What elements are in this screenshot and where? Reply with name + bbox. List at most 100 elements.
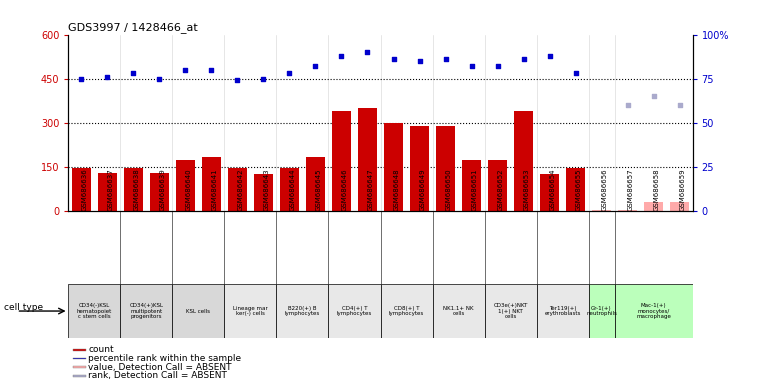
Bar — [173, 284, 224, 338]
Bar — [537, 284, 588, 338]
Bar — [68, 284, 120, 338]
Text: GDS3997 / 1428466_at: GDS3997 / 1428466_at — [68, 22, 198, 33]
Bar — [514, 111, 533, 211]
Bar — [588, 284, 614, 338]
Bar — [276, 284, 329, 338]
Bar — [202, 157, 221, 211]
Text: GSM686636: GSM686636 — [81, 169, 88, 211]
Bar — [73, 366, 86, 368]
Text: GSM686657: GSM686657 — [628, 169, 633, 211]
Text: CD3e(+)NKT
1(+) NKT
cells: CD3e(+)NKT 1(+) NKT cells — [493, 303, 527, 319]
Point — [257, 76, 269, 82]
Bar — [151, 173, 169, 211]
Bar — [384, 123, 403, 211]
Text: GSM686643: GSM686643 — [263, 169, 269, 211]
Bar — [73, 349, 86, 351]
Point — [387, 56, 400, 62]
Text: GSM686650: GSM686650 — [445, 169, 451, 211]
Text: GSM686655: GSM686655 — [575, 169, 581, 211]
Point — [413, 58, 425, 64]
Text: cell type: cell type — [4, 303, 43, 312]
Bar — [72, 168, 91, 211]
Text: GSM686653: GSM686653 — [524, 169, 530, 211]
Bar — [329, 284, 380, 338]
Point — [569, 70, 581, 76]
Point — [154, 76, 166, 82]
Bar — [436, 126, 454, 211]
Text: GSM686637: GSM686637 — [107, 169, 113, 211]
Text: percentile rank within the sample: percentile rank within the sample — [88, 354, 241, 363]
Text: GSM686652: GSM686652 — [498, 169, 504, 211]
Bar — [645, 202, 663, 211]
Point — [180, 67, 192, 73]
Text: GSM686658: GSM686658 — [654, 169, 660, 211]
Bar — [98, 173, 116, 211]
Point — [336, 53, 348, 59]
Text: B220(+) B
lymphocytes: B220(+) B lymphocytes — [285, 306, 320, 316]
Bar — [307, 157, 325, 211]
Text: CD34(+)KSL
multipotent
progenitors: CD34(+)KSL multipotent progenitors — [129, 303, 164, 319]
Point — [622, 102, 634, 108]
Text: GSM686638: GSM686638 — [133, 169, 139, 211]
Text: Ter119(+)
erythroblasts: Ter119(+) erythroblasts — [544, 306, 581, 316]
Text: GSM686651: GSM686651 — [472, 169, 477, 211]
Point — [283, 70, 295, 76]
Text: value, Detection Call = ABSENT: value, Detection Call = ABSENT — [88, 363, 231, 372]
Bar — [670, 202, 689, 211]
Point — [673, 102, 686, 108]
Point — [310, 63, 322, 70]
Text: GSM686648: GSM686648 — [393, 169, 400, 211]
Bar — [124, 168, 142, 211]
Point — [231, 78, 244, 84]
Text: GSM686649: GSM686649 — [419, 169, 425, 211]
Bar — [73, 375, 86, 377]
Bar — [432, 284, 485, 338]
Bar — [485, 284, 537, 338]
Text: GSM686659: GSM686659 — [680, 169, 686, 211]
Bar — [177, 160, 195, 211]
Text: NK1.1+ NK
cells: NK1.1+ NK cells — [443, 306, 474, 316]
Point — [75, 76, 88, 82]
Text: GSM686647: GSM686647 — [368, 169, 374, 211]
Text: GSM686654: GSM686654 — [549, 169, 556, 211]
Bar — [333, 111, 351, 211]
Bar — [614, 284, 693, 338]
Point — [466, 63, 478, 70]
Text: KSL cells: KSL cells — [186, 308, 211, 314]
Bar — [224, 284, 276, 338]
Bar — [463, 160, 481, 211]
Point — [517, 56, 530, 62]
Text: rank, Detection Call = ABSENT: rank, Detection Call = ABSENT — [88, 371, 227, 380]
Text: Gr-1(+)
neutrophils: Gr-1(+) neutrophils — [586, 306, 617, 316]
Point — [205, 67, 218, 73]
Bar — [280, 168, 298, 211]
Text: GSM686644: GSM686644 — [289, 169, 295, 211]
Text: CD8(+) T
lymphocytes: CD8(+) T lymphocytes — [389, 306, 424, 316]
Text: CD34(-)KSL
hematopoiet
c stem cells: CD34(-)KSL hematopoiet c stem cells — [77, 303, 112, 319]
Point — [543, 53, 556, 59]
Text: GSM686639: GSM686639 — [160, 169, 165, 211]
Bar — [228, 168, 247, 211]
Bar — [566, 168, 584, 211]
Text: GSM686646: GSM686646 — [342, 169, 348, 211]
Bar — [358, 108, 377, 211]
Text: Lineage mar
ker(-) cells: Lineage mar ker(-) cells — [233, 306, 268, 316]
Point — [439, 56, 451, 62]
Point — [101, 74, 113, 80]
Text: GSM686642: GSM686642 — [237, 169, 244, 211]
Bar — [540, 174, 559, 211]
Bar — [73, 358, 86, 359]
Text: Mac-1(+)
monocytes/
macrophage: Mac-1(+) monocytes/ macrophage — [636, 303, 671, 319]
Bar — [489, 160, 507, 211]
Text: GSM686645: GSM686645 — [316, 169, 321, 211]
Bar — [410, 126, 428, 211]
Text: GSM686641: GSM686641 — [212, 169, 218, 211]
Point — [361, 49, 374, 55]
Point — [648, 93, 660, 99]
Point — [492, 63, 504, 70]
Bar — [619, 210, 637, 211]
Bar — [380, 284, 432, 338]
Bar — [120, 284, 173, 338]
Bar — [254, 174, 272, 211]
Text: count: count — [88, 346, 114, 354]
